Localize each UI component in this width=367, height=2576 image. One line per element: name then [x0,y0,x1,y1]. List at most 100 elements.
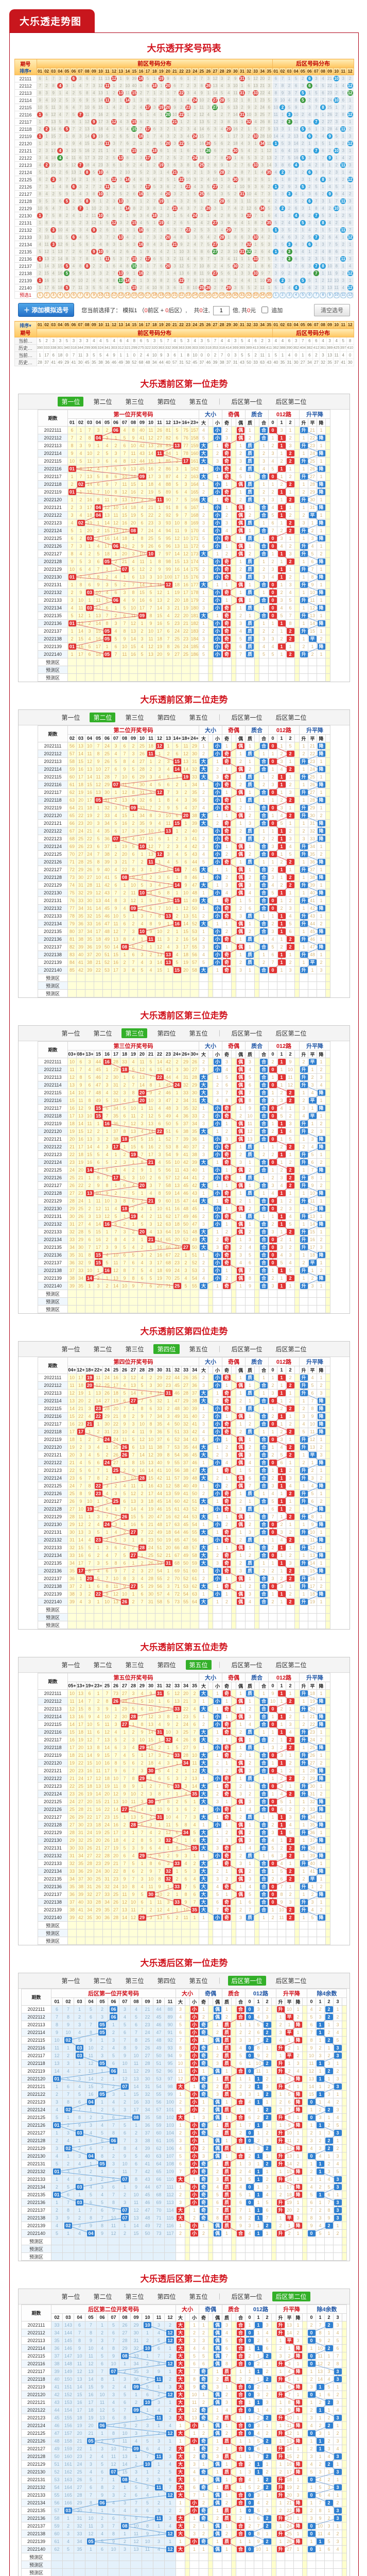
preselect-back-number[interactable]: 4 [293,292,299,298]
tab-第三位[interactable]: 第三位 [121,713,147,722]
preselect-back-number[interactable]: 3 [286,292,292,298]
preselect-front-number[interactable]: 9 [91,292,97,298]
tab-第四位[interactable]: 第四位 [153,713,179,722]
preselect-front-cell[interactable]: 29 [225,291,233,299]
preselect-front-cell[interactable]: 27 [211,291,219,299]
tab-后区第一位[interactable]: 后区第一位 [228,1028,266,1038]
preselect-front-cell[interactable]: 18 [151,291,159,299]
preselect-front-number[interactable]: 18 [151,292,158,298]
preselect-front-number[interactable]: 3 [50,292,57,298]
preselect-back-number[interactable]: 9 [327,292,333,298]
tab-第五位[interactable]: 第五位 [186,713,212,722]
preselect-back-cell[interactable]: 5 [299,291,307,299]
tab-第一位[interactable]: 第一位 [58,1028,83,1038]
preselect-front-cell[interactable]: 23 [184,291,192,299]
preselect-front-number[interactable]: 5 [64,292,70,298]
tab-第二位[interactable]: 第二位 [90,397,115,406]
preselect-front-number[interactable]: 34 [259,292,266,298]
preselect-front-number[interactable]: 25 [199,292,205,298]
preselect-front-number[interactable]: 24 [192,292,198,298]
preselect-front-cell[interactable]: 25 [198,291,205,299]
preselect-front-number[interactable]: 4 [57,292,63,298]
tab-第一位[interactable]: 第一位 [58,397,84,406]
preselect-front-cell[interactable]: 32 [245,291,253,299]
tab-后区第二位[interactable]: 后区第二位 [272,1028,310,1038]
preselect-front-number[interactable]: 17 [145,292,151,298]
preselect-front-number[interactable]: 14 [125,292,131,298]
preselect-front-cell[interactable]: 35 [265,291,273,299]
preselect-front-number[interactable]: 22 [178,292,185,298]
preselect-front-cell[interactable]: 4 [56,291,64,299]
preselect-front-number[interactable]: 31 [239,292,245,298]
preselect-front-cell[interactable]: 5 [63,291,71,299]
preselect-front-number[interactable]: 7 [77,292,83,298]
preselect-front-number[interactable]: 13 [118,292,124,298]
preselect-front-cell[interactable]: 17 [144,291,152,299]
preselect-back-cell[interactable]: 2 [278,291,286,299]
preselect-front-number[interactable]: 1 [37,292,43,298]
add-simulate-button[interactable]: ＋ 添加模拟选号 [18,303,75,317]
preselect-front-cell[interactable]: 16 [137,291,145,299]
preselect-front-number[interactable]: 12 [111,292,117,298]
preselect-front-number[interactable]: 35 [266,292,272,298]
preselect-front-cell[interactable]: 33 [252,291,259,299]
tab-后区第一位[interactable]: 后区第一位 [228,397,266,406]
preselect-front-number[interactable]: 29 [225,292,232,298]
preselect-back-number[interactable]: 12 [347,292,354,298]
preselect-front-number[interactable]: 30 [232,292,238,298]
preselect-front-cell[interactable]: 10 [97,291,104,299]
preselect-front-number[interactable]: 6 [71,292,77,298]
preselect-front-cell[interactable]: 2 [43,291,50,299]
preselect-front-cell[interactable]: 11 [103,291,111,299]
preselect-front-cell[interactable]: 6 [69,291,78,299]
preselect-front-cell[interactable]: 21 [171,291,179,299]
tab-第三位[interactable]: 第三位 [121,1028,148,1038]
issue-sort-corner[interactable]: 期号 排序▾ [14,59,37,75]
preselect-back-number[interactable]: 7 [313,292,319,298]
preselect-front-number[interactable]: 20 [165,292,171,298]
tab-后区第二位[interactable]: 后区第二位 [272,397,310,406]
preselect-back-number[interactable]: 2 [279,292,286,298]
preselect-front-cell[interactable]: 7 [77,291,84,299]
preselect-back-cell[interactable]: 9 [326,291,334,299]
sort-control[interactable]: 排序▾ [15,67,36,74]
preselect-front-number[interactable]: 21 [171,292,178,298]
preselect-back-cell[interactable]: 10 [333,291,340,299]
preselect-front-cell[interactable]: 15 [130,291,138,299]
preselect-front-number[interactable]: 15 [131,292,137,298]
preselect-front-cell[interactable]: 19 [158,291,165,299]
preselect-back-cell[interactable]: 6 [306,291,313,299]
preselect-back-number[interactable]: 10 [334,292,340,298]
preselect-front-cell[interactable]: 28 [218,291,226,299]
preselect-back-number[interactable]: 5 [300,292,306,298]
preselect-back-cell[interactable]: 11 [339,291,347,299]
append-checkbox[interactable] [261,306,269,313]
preselect-front-cell[interactable]: 12 [110,291,118,299]
preselect-front-number[interactable]: 32 [246,292,252,298]
preselect-back-number[interactable]: 8 [320,292,326,298]
preselect-back-cell[interactable]: 8 [319,291,327,299]
tab-第五位[interactable]: 第五位 [186,397,212,406]
preselect-front-cell[interactable]: 3 [49,291,57,299]
preselect-front-cell[interactable]: 13 [117,291,125,299]
preselect-front-cell[interactable]: 26 [204,291,212,299]
tab-第三位[interactable]: 第三位 [121,397,147,406]
preselect-back-number[interactable]: 1 [273,292,279,298]
preselect-back-cell[interactable]: 7 [312,291,320,299]
tab-第四位[interactable]: 第四位 [153,397,179,406]
preselect-back-cell[interactable]: 3 [285,291,293,299]
tab-第四位[interactable]: 第四位 [153,1028,179,1038]
preselect-front-number[interactable]: 16 [138,292,144,298]
preselect-front-cell[interactable]: 8 [83,291,91,299]
tab-第二位[interactable]: 第二位 [90,713,116,722]
preselect-front-cell[interactable]: 14 [124,291,131,299]
preselect-front-cell[interactable]: 1 [36,291,44,299]
preselect-front-cell[interactable]: 24 [191,291,199,299]
preselect-front-cell[interactable]: 34 [258,291,266,299]
sort-control-bottom[interactable]: 排序▾ [15,322,36,329]
tab-后区第二位[interactable]: 后区第二位 [272,713,310,722]
preselect-back-number[interactable]: 6 [306,292,312,298]
preselect-back-cell[interactable]: 1 [272,291,279,299]
preselect-front-number[interactable]: 8 [84,292,90,298]
preselect-front-number[interactable]: 11 [104,292,111,298]
